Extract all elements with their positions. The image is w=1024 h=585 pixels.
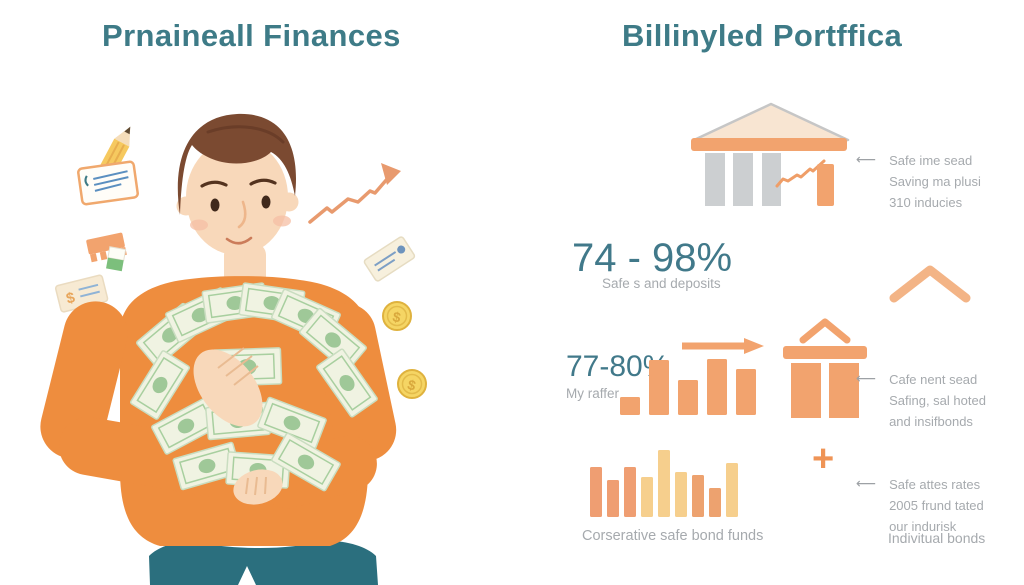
annotation-line: Safe ime sead (889, 153, 973, 168)
person-hugging-money-illustration: $ $ $ (40, 113, 427, 585)
eye (210, 198, 220, 212)
annotation-line: our indurisk (889, 519, 957, 534)
stat-77-80-label: My raffer (566, 386, 620, 401)
eye (261, 195, 271, 209)
annotation-line: Safing, sal hoted (889, 393, 986, 408)
stat-74-98-label: Safe s and deposits (602, 276, 721, 291)
plus-icon: + (812, 438, 835, 480)
hand-on-chest (193, 347, 263, 427)
bar (590, 467, 602, 517)
individual-bonds-label: Indivitual bonds (888, 530, 986, 546)
annotation-line: Saving ma plusi (889, 174, 981, 189)
left-panel-title: Prnaineall Finances (102, 18, 401, 53)
annotation-line: 2005 frund tated (889, 498, 984, 513)
eyebrow (249, 178, 277, 186)
annotation-line: Cafe nent sead (889, 372, 978, 387)
bar (736, 369, 756, 415)
bar (675, 472, 687, 517)
bar (658, 450, 670, 517)
hand-below (233, 469, 283, 505)
right-arrow-icon (682, 338, 764, 354)
bar (624, 467, 636, 517)
structure-icon (783, 318, 867, 418)
person (40, 113, 397, 585)
nose (237, 200, 247, 229)
coin-icon: $ (397, 369, 427, 399)
growth-arrow-icon (308, 163, 401, 224)
left-arrow-icon: ⟵ (856, 371, 877, 387)
bar (678, 380, 698, 415)
annotation-line: and insifbonds (889, 414, 973, 429)
annotation-line: Safe attes rates (889, 477, 981, 492)
bar (607, 480, 619, 517)
bank-annotation: ⟵ Safe ime sead Saving ma plusi 310 indu… (856, 150, 981, 213)
head (176, 113, 299, 255)
mouth (225, 236, 253, 245)
right-panel-title: Billinyled Portffica (622, 18, 903, 53)
bank-icon (691, 102, 850, 206)
left-arrow-icon: ⟵ (856, 152, 877, 168)
svg-text:$: $ (406, 376, 418, 394)
annotation-line: 310 inducies (889, 195, 963, 210)
bar (707, 359, 727, 415)
growth-bar-chart (620, 359, 756, 415)
bond-chart-label: Corserative safe bond funds (582, 528, 764, 544)
structure-annotation: ⟵ Cafe nent sead Safing, sal hoted and i… (856, 369, 986, 432)
left-arrow-icon: ⟵ (856, 476, 877, 492)
svg-text:$: $ (391, 308, 402, 325)
card-icon (77, 160, 139, 206)
bar (641, 477, 653, 517)
stat-74-98: 74 - 98% (572, 236, 733, 280)
pants (149, 540, 378, 585)
eyebrow (200, 180, 228, 188)
blush (273, 215, 291, 227)
ticket-icon (363, 236, 416, 282)
blush (190, 219, 208, 231)
coin-icon: $ (382, 301, 412, 331)
bar (649, 360, 669, 415)
bar (709, 488, 721, 517)
bar (726, 463, 738, 517)
bonds-annotation: ⟵ Safe attes rates 2005 frund tated our … (856, 474, 984, 537)
flag-icon (106, 246, 127, 272)
bar (620, 397, 640, 415)
bar (692, 475, 704, 517)
chevron-roof-icon (889, 265, 971, 303)
bond-funds-bar-chart (590, 450, 738, 517)
hair (177, 113, 297, 215)
